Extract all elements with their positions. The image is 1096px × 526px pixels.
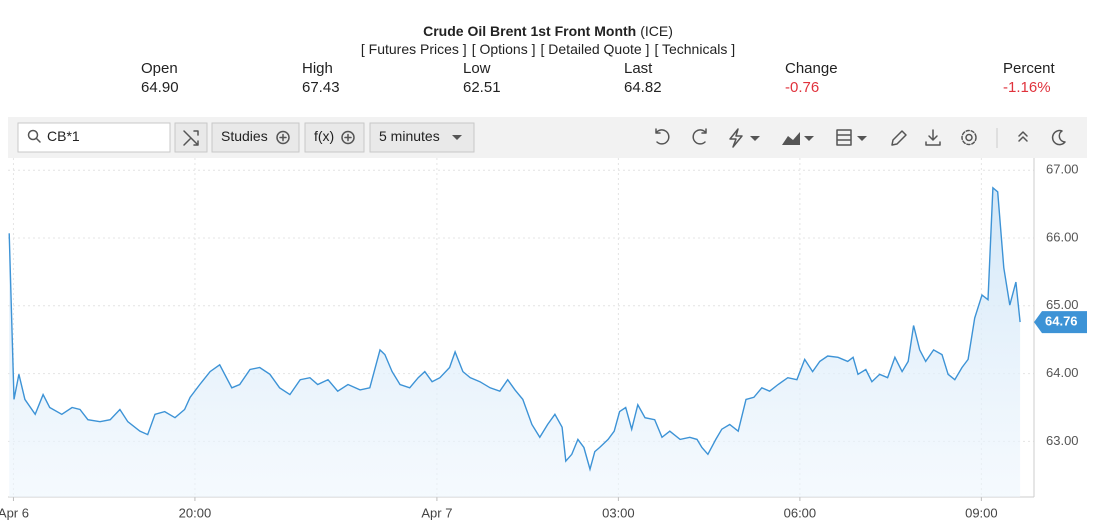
dropdown-icon xyxy=(750,136,760,141)
x-tick-label: 06:00 xyxy=(784,505,817,520)
x-tick-label: Apr 7 xyxy=(421,505,452,520)
download-icon[interactable] xyxy=(925,129,941,146)
draw-icon[interactable] xyxy=(891,130,907,146)
quote-label: Open xyxy=(141,60,178,77)
dropdown-icon xyxy=(452,135,462,140)
redo-icon[interactable] xyxy=(692,128,707,145)
settings-icon[interactable] xyxy=(965,133,973,142)
studies-label: Studies xyxy=(221,128,268,144)
quote-link[interactable]: [ Detailed Quote ] xyxy=(541,41,650,57)
function-label: f(x) xyxy=(314,128,334,144)
plot: 63.00 64.00 65.00 66.00 67.00 Apr 6 20:00 Apr 7… xyxy=(0,158,1087,520)
add-icon xyxy=(341,130,355,145)
quote-link[interactable]: [ Options ] xyxy=(472,41,536,57)
undo-icon[interactable] xyxy=(655,128,670,145)
dropdown-icon xyxy=(804,136,814,141)
quote-label: Percent xyxy=(1003,60,1056,77)
toolbar-icons xyxy=(655,128,1066,148)
add-icon xyxy=(344,133,352,142)
quote-table: Open 64.90 High 67.43 Low 62.51 Last 64.82 Chang… xyxy=(141,60,1056,96)
symbol: CB*1 xyxy=(47,128,80,144)
quote-title: Crude Oil Brent 1st Front Month (ICE) xyxy=(423,23,673,39)
quote-label: High xyxy=(302,60,333,77)
quote-links: [ Futures Prices ] [ Options ] [ Detailed … xyxy=(361,41,735,57)
quote-value: -1.16% xyxy=(1003,79,1051,96)
last-price-label: 64.76 xyxy=(1045,314,1078,329)
dropdown-icon xyxy=(857,136,867,141)
compare-icon xyxy=(183,130,199,146)
x-tick-label: 09:00 xyxy=(965,505,998,520)
quote-link[interactable]: [ Futures Prices ] xyxy=(361,41,467,57)
quote-label: Low xyxy=(463,60,491,77)
settings-icon xyxy=(961,129,977,146)
search-icon xyxy=(35,137,41,143)
layout-icon[interactable] xyxy=(836,129,852,146)
quote-label: Last xyxy=(624,60,653,77)
collapse-icon[interactable] xyxy=(1018,131,1028,142)
title: Crude Oil Brent 1st Front Month xyxy=(423,23,636,39)
quote-label: Change xyxy=(785,60,838,77)
x-tick-label: 03:00 xyxy=(602,505,635,520)
quote-link[interactable]: [ Technicals ] xyxy=(654,41,735,57)
y-tick-label: 66.00 xyxy=(1046,229,1079,244)
interval-label: 5 minutes xyxy=(379,128,440,144)
symbol-input[interactable] xyxy=(17,122,171,153)
exchange: (ICE) xyxy=(640,23,673,39)
y-tick-label: 67.00 xyxy=(1046,162,1079,177)
quote-value: 62.51 xyxy=(463,79,501,96)
y-tick-label: 65.00 xyxy=(1046,297,1079,312)
price-line xyxy=(8,186,1021,472)
x-tick-label: Apr 6 xyxy=(0,505,29,520)
quote-value: 64.82 xyxy=(624,79,662,96)
search-icon xyxy=(27,129,39,141)
last-price-tag xyxy=(1034,311,1087,334)
area xyxy=(9,187,1021,498)
add-icon xyxy=(279,133,287,142)
quote-value: 67.43 xyxy=(302,79,340,96)
theme-icon[interactable] xyxy=(1051,129,1066,146)
y-tick-label: 64.00 xyxy=(1046,365,1079,380)
x-tick-label: 20:00 xyxy=(179,505,212,520)
chart-type-icon[interactable] xyxy=(782,132,800,145)
y-tick-label: 63.00 xyxy=(1046,433,1079,448)
events-icon[interactable] xyxy=(729,128,743,148)
quote-value: -0.76 xyxy=(785,79,819,96)
quote-value: 64.90 xyxy=(141,79,179,96)
add-icon xyxy=(276,130,290,145)
